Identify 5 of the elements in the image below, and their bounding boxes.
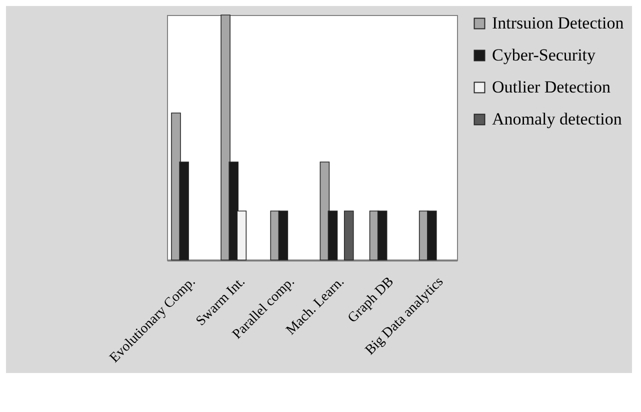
- legend-label: Outlier Detection: [492, 78, 611, 96]
- legend-label: Cyber-Security: [492, 46, 596, 64]
- legend-label: Anomaly detection: [492, 110, 622, 128]
- bar: [344, 210, 354, 260]
- legend-label: Intrsuion Detection: [492, 14, 624, 32]
